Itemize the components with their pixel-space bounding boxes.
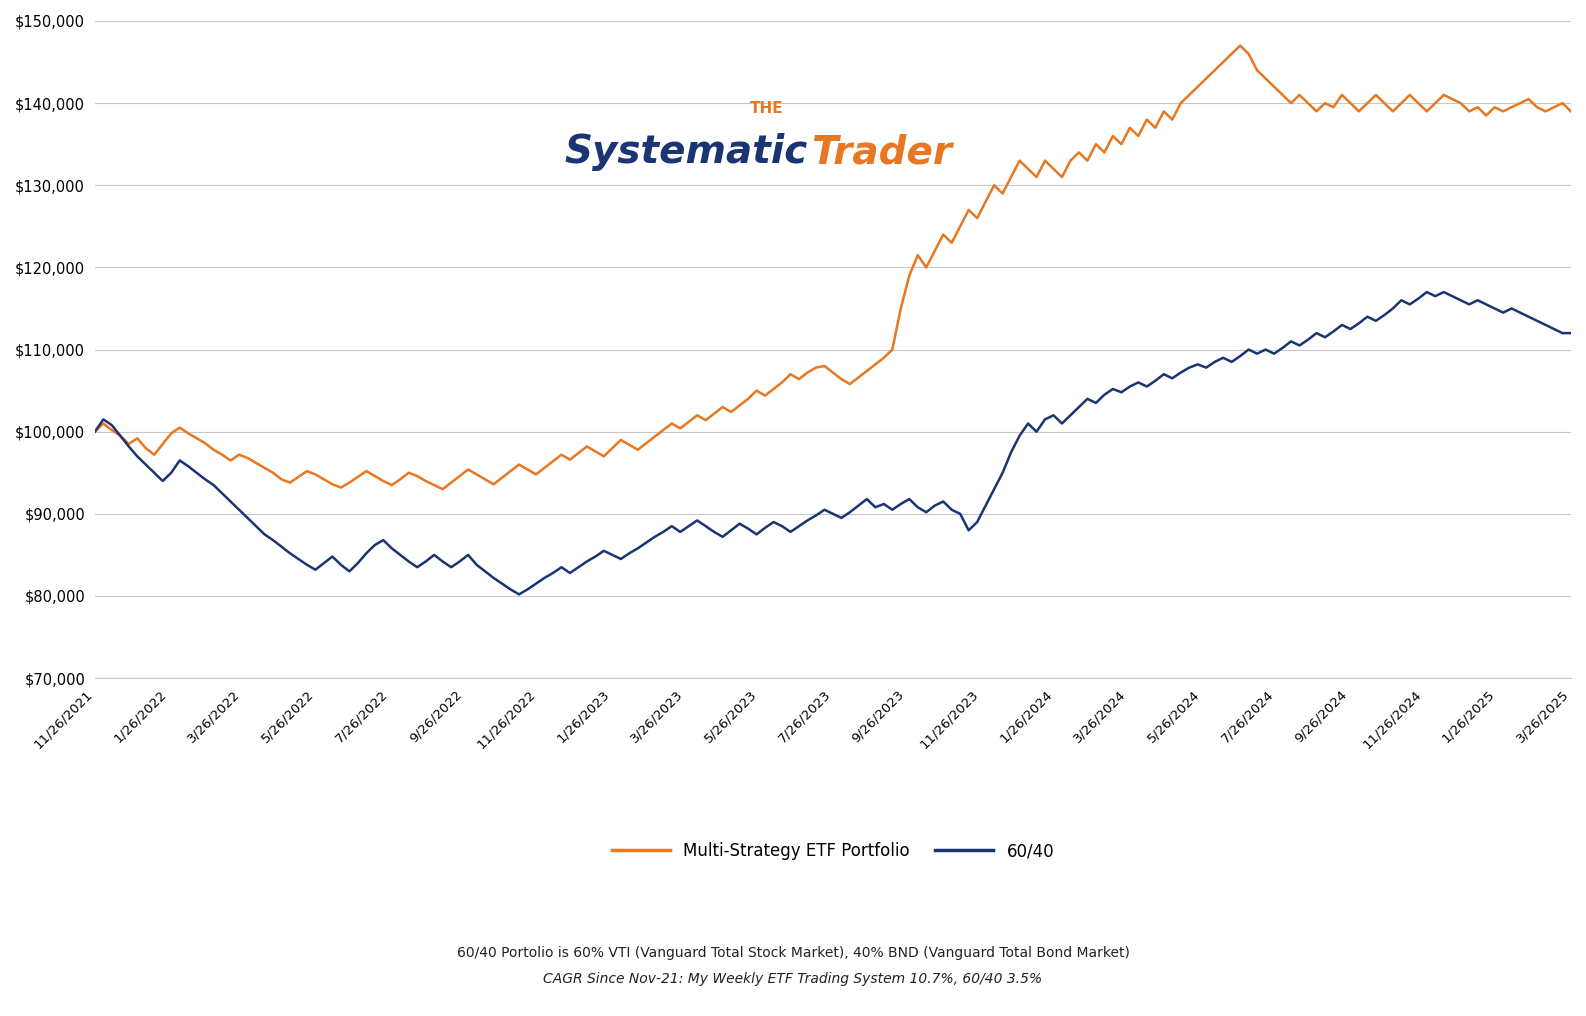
Legend: Multi-Strategy ETF Portfolio, 60/40: Multi-Strategy ETF Portfolio, 60/40 bbox=[604, 835, 1061, 867]
Text: 60/40 Portolio is 60% VTI (Vanguard Total Stock Market), 40% BND (Vanguard Total: 60/40 Portolio is 60% VTI (Vanguard Tota… bbox=[457, 946, 1129, 960]
Text: CAGR Since Nov-21: My Weekly ETF Trading System 10.7%, 60/40 3.5%: CAGR Since Nov-21: My Weekly ETF Trading… bbox=[544, 972, 1042, 987]
Text: THE: THE bbox=[750, 102, 783, 116]
Text: Systematic: Systematic bbox=[565, 133, 807, 172]
Text: Trader: Trader bbox=[810, 133, 952, 172]
